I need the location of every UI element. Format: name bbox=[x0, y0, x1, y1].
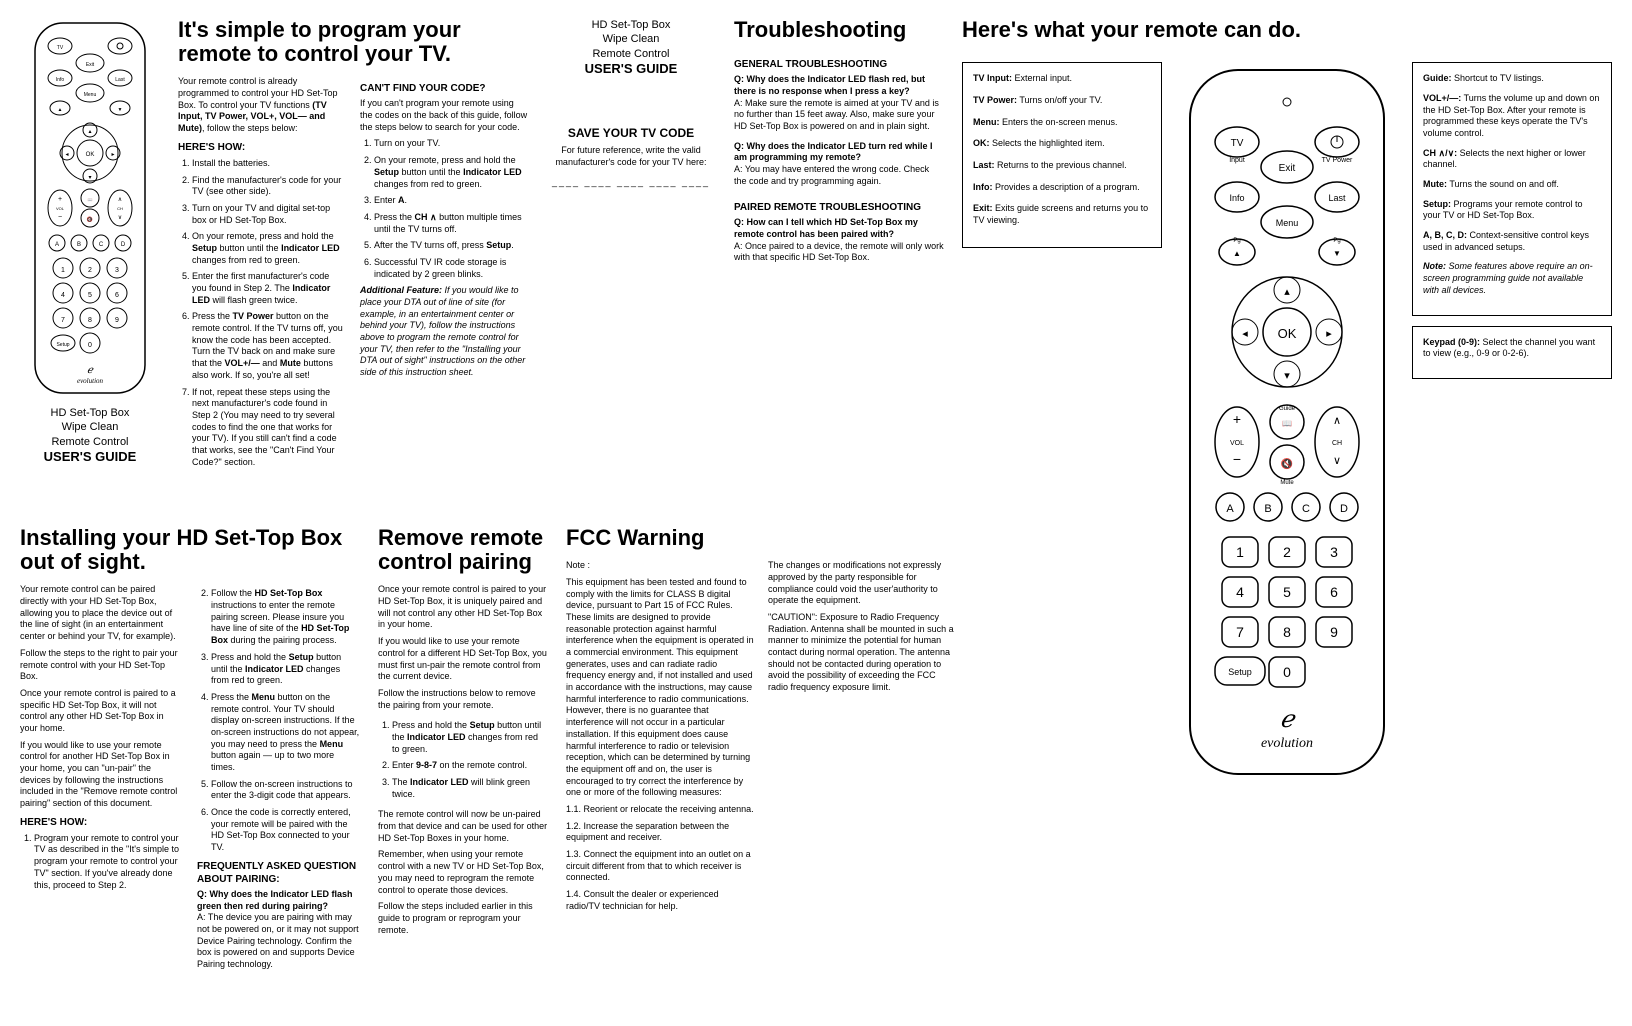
svg-text:Menu: Menu bbox=[84, 92, 97, 98]
svg-text:TV: TV bbox=[57, 45, 64, 51]
svg-text:2: 2 bbox=[88, 267, 92, 274]
svg-text:−: − bbox=[1233, 451, 1241, 467]
svg-text:🔇: 🔇 bbox=[87, 216, 93, 223]
svg-text:∨: ∨ bbox=[118, 215, 122, 221]
svg-text:C: C bbox=[1302, 503, 1310, 515]
cant-find-steps: Turn on your TV. On your remote, press a… bbox=[360, 138, 528, 280]
svg-text:ℯ: ℯ bbox=[87, 365, 94, 376]
svg-text:▸: ▸ bbox=[1326, 328, 1332, 340]
svg-text:Exit: Exit bbox=[86, 62, 95, 68]
svg-text:C: C bbox=[99, 242, 104, 248]
svg-text:OK: OK bbox=[86, 152, 95, 158]
capabilities-title: Here's what your remote can do. bbox=[962, 18, 1612, 42]
cant-find-heading: CAN'T FIND YOUR CODE? bbox=[360, 82, 528, 95]
svg-text:−: − bbox=[58, 214, 62, 221]
svg-text:A: A bbox=[1226, 503, 1234, 515]
svg-text:Pg: Pg bbox=[1233, 238, 1240, 244]
svg-text:▸: ▸ bbox=[111, 152, 114, 158]
program-title: It's simple to program your remote to co… bbox=[178, 18, 528, 66]
svg-text:Exit: Exit bbox=[1279, 163, 1296, 174]
svg-text:Menu: Menu bbox=[1276, 218, 1299, 228]
heres-how-heading: HERE'S HOW: bbox=[178, 141, 346, 154]
capabilities-section: Here's what your remote can do. TV Input… bbox=[962, 18, 1612, 508]
install-steps-right: Follow the HD Set-Top Box instructions t… bbox=[197, 588, 360, 853]
remove-section: Remove remote control pairing Once your … bbox=[378, 526, 548, 1008]
save-code-title: SAVE YOUR TV CODE bbox=[546, 126, 716, 142]
install-title: Installing your HD Set-Top Box out of si… bbox=[20, 526, 360, 574]
troubleshooting-section: Troubleshooting GENERAL TROUBLESHOOTING … bbox=[734, 18, 944, 508]
svg-text:Setup: Setup bbox=[56, 342, 69, 348]
svg-text:CH: CH bbox=[1332, 440, 1342, 447]
svg-text:Info: Info bbox=[56, 77, 65, 83]
svg-text:B: B bbox=[1264, 503, 1271, 515]
small-remote-diagram: TV Exit Info Last Menu ▲ ▼ OK ▴ ▾ ◂ ▸ + −… bbox=[30, 18, 150, 398]
svg-text:Info: Info bbox=[1229, 193, 1244, 203]
svg-text:5: 5 bbox=[88, 292, 92, 299]
svg-text:CH: CH bbox=[117, 206, 123, 211]
svg-text:D: D bbox=[121, 242, 126, 248]
svg-text:1: 1 bbox=[61, 267, 65, 274]
svg-text:VOL: VOL bbox=[56, 206, 65, 211]
svg-text:Guide: Guide bbox=[1279, 406, 1296, 412]
save-code-lines: ____ ____ ____ ____ ____ bbox=[546, 177, 716, 189]
svg-text:∨: ∨ bbox=[1333, 455, 1341, 467]
remove-title: Remove remote control pairing bbox=[378, 526, 548, 574]
fcc-title: FCC Warning bbox=[566, 526, 956, 550]
fcc-section: FCC Warning Note : This equipment has be… bbox=[566, 526, 956, 1008]
svg-text:evolution: evolution bbox=[77, 377, 104, 385]
svg-text:TV: TV bbox=[1231, 138, 1244, 149]
svg-text:+: + bbox=[58, 196, 62, 203]
svg-text:A: A bbox=[55, 242, 59, 248]
svg-text:OK: OK bbox=[1278, 326, 1297, 341]
svg-text:▴: ▴ bbox=[1284, 286, 1290, 298]
svg-text:Input: Input bbox=[1229, 157, 1245, 164]
svg-text:3: 3 bbox=[115, 267, 119, 274]
center-header: HD Set-Top Box Wipe Clean Remote Control… bbox=[546, 18, 716, 508]
svg-text:∧: ∧ bbox=[118, 197, 122, 203]
svg-text:◂: ◂ bbox=[65, 152, 68, 158]
svg-text:📖: 📖 bbox=[88, 197, 93, 202]
install-section: Installing your HD Set-Top Box out of si… bbox=[20, 526, 360, 1008]
svg-text:▲: ▲ bbox=[58, 107, 63, 113]
guide-label-small: HD Set-Top Box Wipe Clean Remote Control… bbox=[44, 406, 137, 466]
additional-feature: Additional Feature: If you would like to… bbox=[360, 285, 528, 379]
svg-text:8: 8 bbox=[88, 317, 92, 324]
remove-steps: Press and hold the Setup button until th… bbox=[378, 720, 548, 805]
svg-text:∧: ∧ bbox=[1333, 415, 1341, 427]
svg-text:7: 7 bbox=[61, 317, 65, 324]
svg-text:Pg: Pg bbox=[1333, 238, 1340, 244]
svg-text:▾: ▾ bbox=[1284, 370, 1290, 382]
svg-text:▲: ▲ bbox=[1233, 249, 1241, 258]
svg-text:📖: 📖 bbox=[1282, 419, 1292, 428]
svg-text:▾: ▾ bbox=[88, 175, 91, 181]
svg-text:4: 4 bbox=[61, 292, 65, 299]
svg-text:Last: Last bbox=[1328, 193, 1346, 203]
program-intro: Your remote control is already programme… bbox=[178, 76, 346, 134]
svg-text:+: + bbox=[1233, 411, 1241, 427]
svg-text:TV Power: TV Power bbox=[1322, 157, 1353, 164]
program-steps: Install the batteries. Find the manufact… bbox=[178, 158, 346, 469]
svg-text:VOL: VOL bbox=[1230, 440, 1244, 447]
svg-text:▼: ▼ bbox=[118, 107, 123, 113]
program-section: It's simple to program your remote to co… bbox=[178, 18, 528, 508]
svg-text:▴: ▴ bbox=[88, 129, 91, 135]
svg-text:0: 0 bbox=[88, 342, 92, 349]
svg-text:B: B bbox=[77, 242, 81, 248]
svg-text:Mute: Mute bbox=[1280, 480, 1294, 486]
small-remote-panel: TV Exit Info Last Menu ▲ ▼ OK ▴ ▾ ◂ ▸ + −… bbox=[20, 18, 160, 508]
svg-text:9: 9 bbox=[115, 317, 119, 324]
svg-text:D: D bbox=[1340, 503, 1348, 515]
cap-left-box: TV Input: External input. TV Power: Turn… bbox=[962, 62, 1162, 248]
svg-text:🔇: 🔇 bbox=[1281, 457, 1293, 470]
svg-text:◂: ◂ bbox=[1242, 328, 1248, 340]
svg-text:▼: ▼ bbox=[1333, 249, 1341, 258]
svg-text:6: 6 bbox=[115, 292, 119, 299]
svg-text:Last: Last bbox=[115, 77, 125, 83]
trouble-title: Troubleshooting bbox=[734, 18, 944, 42]
